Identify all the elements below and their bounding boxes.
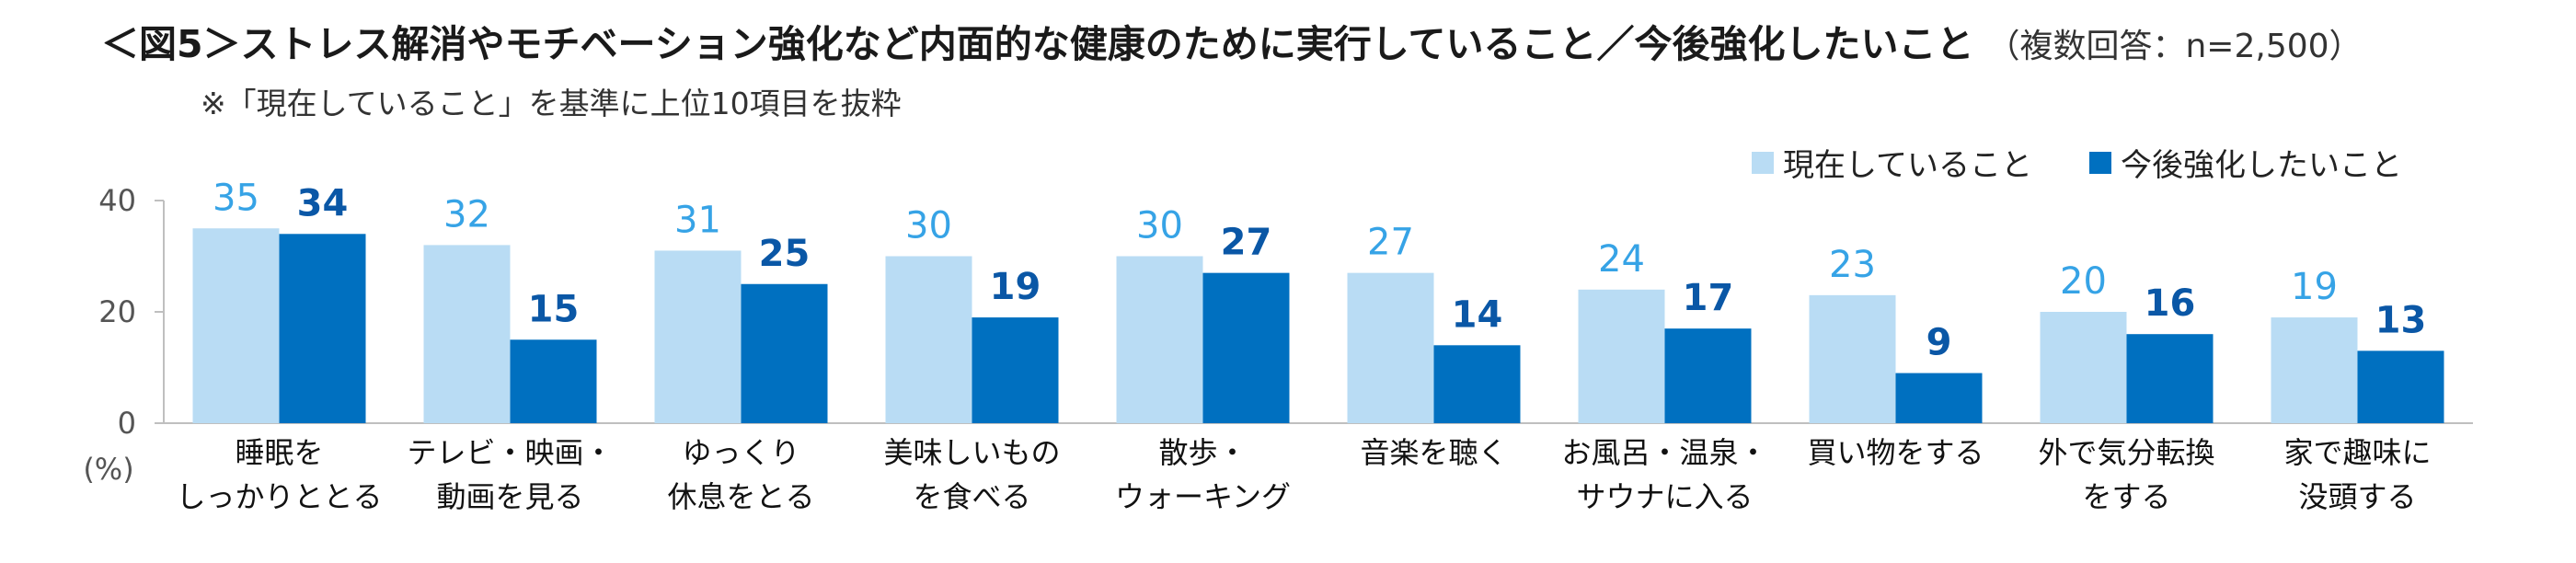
bar-current [654, 250, 742, 423]
category-label: 外で気分転換 [2038, 435, 2214, 470]
bar-future [1895, 373, 1983, 423]
data-label-current: 32 [443, 193, 490, 236]
bar-future [2126, 334, 2214, 423]
category-label: 睡眠を [235, 435, 323, 470]
bar-future [279, 234, 366, 423]
category-label: 買い物をする [1807, 435, 1984, 470]
data-label-future: 16 [2145, 282, 2196, 325]
bar-current [1347, 272, 1434, 423]
data-label-current: 31 [674, 199, 721, 241]
data-label-current: 35 [213, 177, 259, 219]
category-label: テレビ・映画・ [407, 435, 613, 470]
bar-future [510, 339, 597, 423]
category-label: 散歩・ [1158, 435, 1247, 470]
bar-current [1809, 294, 1896, 423]
category-label: ゆっくり [682, 435, 799, 470]
data-label-future: 34 [297, 182, 349, 224]
bar-future [1202, 272, 1290, 423]
category-label: をする [2082, 479, 2170, 514]
data-label-current: 30 [1136, 205, 1183, 247]
title-row: ＜図5＞ストレス解消やモチベーション強化など内面的な健康のために実行していること… [101, 13, 2363, 68]
data-label-current: 20 [2060, 260, 2107, 303]
category-label: 没頭する [2298, 479, 2416, 514]
legend-swatch-future [2088, 151, 2111, 174]
bar-future [741, 283, 828, 423]
sample-size: （複数回答：n=2,500） [1986, 28, 2363, 65]
data-label-current: 27 [1367, 222, 1414, 264]
data-label-current: 30 [905, 205, 952, 247]
data-label-future: 17 [1683, 277, 1734, 319]
legend-swatch-current [1752, 151, 1774, 174]
bar-future [972, 317, 1059, 423]
category-label: お風呂・温泉・ [1561, 435, 1767, 470]
bar-current [1578, 289, 1665, 423]
legend-label-future: 今後強化したいこと [2120, 147, 2402, 184]
bar-current [2040, 312, 2127, 423]
data-label-future: 13 [2375, 299, 2427, 341]
y-tick-label: 20 [98, 294, 136, 329]
bar-current [1116, 256, 1203, 423]
y-tick-label: 0 [118, 406, 136, 441]
bar-current [423, 245, 511, 423]
category-label: サウナに入る [1576, 479, 1753, 514]
category-label: しっかりととる [176, 479, 382, 514]
category-label: 動画を見る [436, 479, 583, 514]
data-label-future: 25 [759, 233, 811, 275]
category-label: 美味しいもの [883, 435, 1060, 470]
chart-title: ＜図5＞ストレス解消やモチベーション強化など内面的な健康のために実行していること… [101, 22, 1974, 66]
bar-future [1664, 328, 1752, 423]
y-axis-unit: (%) [83, 452, 133, 487]
data-label-future: 19 [990, 266, 1041, 308]
data-label-current: 23 [1829, 244, 1876, 286]
data-label-future: 14 [1452, 293, 1503, 336]
legend-label-current: 現在していること [1783, 147, 2032, 184]
bar-current [2271, 317, 2358, 423]
bar-current [192, 228, 280, 423]
data-label-future: 15 [528, 288, 580, 330]
chart-note: ※「現在していること」を基準に上位10項目を抜粋 [201, 86, 902, 121]
category-label: 休息をとる [667, 479, 814, 514]
bar-future [1433, 345, 1521, 423]
category-label: 家で趣味に [2283, 435, 2431, 470]
bar-future [2357, 350, 2444, 423]
category-label: を食べる [913, 479, 1030, 514]
legend-item-current: 現在していること [1752, 140, 2032, 185]
y-tick-label: 40 [98, 183, 136, 218]
category-label: ウォーキング [1115, 479, 1291, 514]
data-label-future: 9 [1926, 322, 1952, 364]
data-label-current: 24 [1598, 238, 1645, 281]
category-label: 音楽を聴く [1360, 435, 1507, 470]
legend: 現在していること 今後強化したいこと [1752, 140, 2402, 185]
data-label-future: 27 [1221, 222, 1272, 264]
bar-current [885, 256, 972, 423]
data-label-current: 19 [2291, 266, 2338, 308]
legend-item-future: 今後強化したいこと [2088, 140, 2402, 185]
